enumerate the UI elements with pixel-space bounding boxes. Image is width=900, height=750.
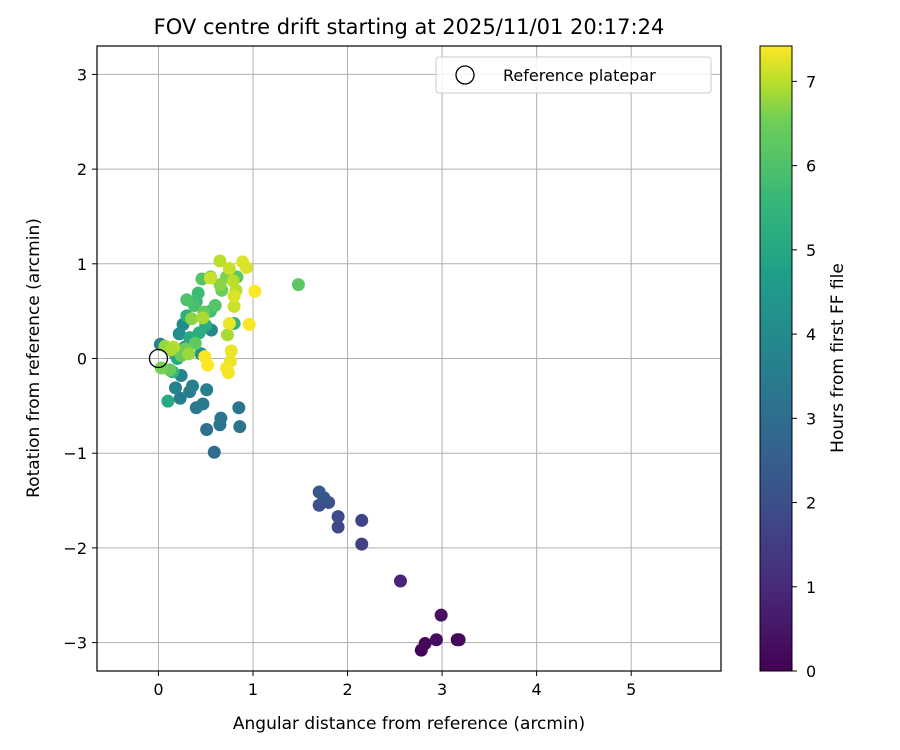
data-point (185, 379, 199, 393)
legend: Reference platepar (435, 56, 712, 94)
data-point (331, 510, 345, 524)
data-point (196, 311, 210, 325)
y-tick-label: 0 (77, 350, 87, 369)
data-point (227, 299, 241, 313)
data-point (196, 397, 210, 411)
y-tick-label: 2 (77, 160, 87, 179)
data-point (331, 520, 345, 534)
chart-title: FOV centre drift starting at 2025/11/01 … (154, 15, 665, 39)
data-point (222, 262, 236, 276)
y-tick-label: 1 (77, 255, 87, 274)
colorbar-tick-label: 3 (806, 409, 816, 428)
x-axis-ticks: 0 1 2 3 4 5 (153, 671, 636, 699)
data-point (182, 347, 196, 361)
data-point (185, 312, 199, 326)
x-tick-label: 4 (532, 680, 542, 699)
data-point (239, 261, 253, 275)
colorbar-gradient (759, 45, 793, 672)
x-tick-label: 1 (248, 680, 258, 699)
data-point (291, 278, 305, 292)
colorbar-label: Hours from first FF file (828, 263, 848, 453)
colorbar-tick-label: 6 (806, 157, 816, 176)
reference-platepar-marker (148, 348, 169, 369)
x-tick-label: 3 (437, 680, 447, 699)
data-point (191, 286, 205, 300)
data-point (355, 513, 369, 527)
data-point (227, 289, 241, 303)
colorbar: 0 1 2 3 4 5 6 7 Hours from first FF file (759, 45, 848, 681)
data-point (213, 278, 227, 292)
colorbar-tick-label: 1 (806, 578, 816, 597)
data-point (208, 298, 222, 312)
data-point (222, 316, 236, 330)
data-point (180, 293, 194, 307)
data-point (207, 445, 221, 459)
colorbar-tick-label: 7 (806, 72, 816, 91)
legend-entry: Reference platepar (503, 66, 656, 85)
data-point (200, 423, 214, 437)
data-point (224, 344, 238, 358)
y-axis-ticks: −3 −2 −1 0 1 2 3 (63, 65, 97, 653)
x-tick-label: 0 (153, 680, 163, 699)
x-axis-label: Angular distance from reference (arcmin) (233, 714, 585, 734)
data-point (221, 366, 235, 380)
y-axis-label: Rotation from reference (arcmin) (24, 218, 44, 498)
x-tick-label: 2 (342, 680, 352, 699)
y-tick-label: −2 (63, 539, 87, 558)
data-point (233, 420, 247, 434)
data-point (161, 394, 175, 408)
data-point (188, 336, 202, 350)
colorbar-tick-label: 2 (806, 494, 816, 513)
legend-box (435, 56, 712, 94)
data-point (232, 401, 246, 415)
data-point (429, 633, 443, 647)
colorbar-tick-label: 5 (806, 241, 816, 260)
x-tick-label: 5 (626, 680, 636, 699)
y-tick-label: 3 (77, 65, 87, 84)
legend-marker (455, 65, 475, 85)
data-point (355, 537, 369, 551)
data-point (220, 328, 234, 342)
data-point (172, 327, 186, 341)
y-tick-label: −3 (63, 634, 87, 653)
data-point (393, 574, 407, 588)
data-point (203, 271, 217, 285)
data-point (312, 485, 326, 499)
data-point (452, 633, 466, 647)
colorbar-ticks: 0 1 2 3 4 5 6 7 (792, 72, 816, 681)
data-point (200, 383, 214, 397)
data-point (242, 317, 256, 331)
data-point (213, 254, 227, 268)
colorbar-tick-label: 4 (806, 325, 816, 344)
data-points (153, 254, 466, 657)
data-point (214, 411, 228, 425)
data-point (168, 381, 182, 395)
data-point (198, 350, 212, 364)
y-tick-label: −1 (63, 444, 87, 463)
data-point (418, 637, 432, 651)
data-point (434, 608, 448, 622)
colorbar-tick-label: 0 (806, 662, 816, 681)
data-point (248, 284, 262, 298)
data-point (173, 391, 187, 405)
data-point (164, 343, 178, 357)
